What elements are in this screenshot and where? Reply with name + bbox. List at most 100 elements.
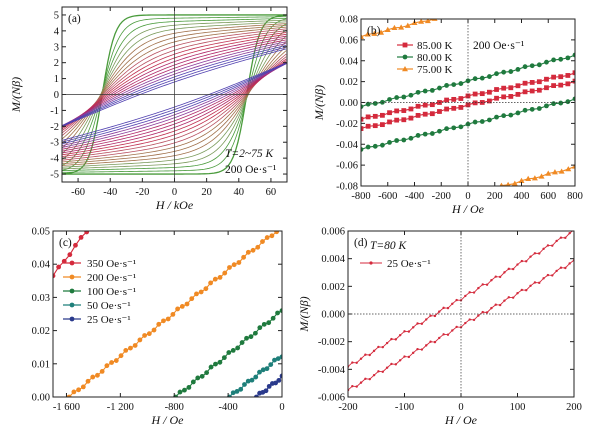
ascending-branch-marker	[531, 175, 538, 181]
descending-branch-marker	[565, 73, 571, 78]
ascending-branch-marker	[507, 296, 511, 299]
branch-marker	[272, 357, 277, 363]
branch-marker	[227, 265, 232, 270]
y-tick-label: -0.002	[318, 337, 345, 348]
descending-branch-marker	[407, 330, 411, 333]
loop-ascending-branch	[62, 63, 287, 143]
ascending-branch-marker	[387, 119, 392, 125]
ascending-branch-marker	[565, 81, 571, 87]
y-tick-label: -4	[50, 154, 59, 165]
x-tick-label: -200	[338, 402, 357, 413]
ascending-branch-marker	[485, 311, 489, 314]
ascending-branch-marker	[387, 140, 392, 145]
panel-label: (c)	[59, 237, 72, 249]
y-tick-label: 4	[54, 26, 60, 37]
loop-descending-branch	[62, 30, 287, 134]
branch-marker	[151, 327, 157, 333]
loop-descending-branch	[62, 46, 287, 127]
loop-ascending-branch	[62, 62, 287, 150]
ascending-branch-marker	[572, 78, 575, 84]
ascending-branch-marker	[542, 277, 545, 280]
legend-marker	[402, 42, 408, 48]
ascending-branch-marker	[433, 340, 437, 344]
ascending-branch-marker	[472, 100, 478, 106]
ascending-branch-marker	[368, 377, 371, 381]
descending-branch-marker	[364, 31, 371, 37]
loop-descending-branch	[62, 44, 287, 127]
loop-descending-branch	[62, 28, 287, 136]
branch-marker	[242, 382, 247, 387]
loop-descending-branch	[62, 14, 287, 175]
descending-branch-marker	[415, 89, 421, 95]
ascending-branch-marker	[558, 100, 564, 106]
ascending-branch-marker	[416, 347, 419, 351]
ascending-branch-marker	[538, 281, 541, 285]
branch-marker	[257, 369, 262, 375]
descending-branch-marker	[418, 19, 425, 24]
ascending-branch-marker	[558, 168, 565, 174]
x-axis-label: H / Oe	[451, 202, 485, 216]
descending-branch-marker	[359, 357, 363, 360]
legend-marker	[402, 54, 408, 60]
branch-marker	[170, 311, 176, 317]
ascending-branch-marker	[377, 370, 380, 373]
descending-branch-marker	[398, 333, 402, 337]
ascending-branch-marker	[572, 96, 575, 102]
branch-marker	[99, 369, 105, 374]
descending-branch-marker	[420, 322, 424, 325]
y-tick-label: -2	[50, 122, 59, 133]
descending-branch-marker	[437, 85, 442, 91]
ascending-branch-marker	[494, 114, 499, 120]
loop-ascending-branch	[62, 63, 287, 148]
x-tick-label: 0	[458, 402, 463, 413]
branch-marker	[245, 378, 251, 384]
branch-marker	[199, 373, 205, 379]
ascending-branch-marker	[429, 340, 432, 343]
y-tick-label: -0.006	[318, 393, 345, 404]
branch-marker	[235, 345, 241, 351]
loop-descending-branch	[62, 35, 287, 129]
ascending-branch-marker	[438, 336, 441, 340]
branch-marker	[195, 375, 201, 381]
ascending-branch-marker	[437, 128, 442, 134]
ascending-branch-marker	[508, 94, 514, 99]
ascending-branch-marker	[564, 266, 567, 270]
ascending-branch-marker	[538, 173, 545, 179]
branch-marker	[222, 270, 228, 276]
branch-marker	[234, 389, 240, 394]
branch-marker	[104, 363, 110, 369]
ascending-branch-marker	[380, 142, 385, 148]
temperature-annotation: T=80 K	[370, 240, 408, 252]
ascending-branch-marker	[451, 105, 457, 111]
ascending-branch-marker	[403, 355, 406, 358]
descending-branch-marker	[408, 92, 414, 98]
x-tick-label: 0	[172, 187, 177, 198]
descending-branch-marker	[529, 80, 535, 85]
series-rate	[173, 308, 282, 397]
branch-marker	[118, 353, 124, 359]
branch-marker	[165, 316, 171, 322]
descending-branch-marker	[368, 353, 371, 357]
descending-branch-marker	[372, 349, 376, 353]
branch-marker	[236, 260, 242, 265]
branch-marker	[279, 354, 282, 360]
x-tick-label: -1 600	[53, 402, 80, 413]
branch-marker	[230, 390, 236, 396]
ascending-branch-marker	[529, 284, 532, 287]
descending-branch-marker	[507, 267, 511, 271]
descending-branch-marker	[444, 83, 449, 88]
ascending-branch-marker	[524, 289, 528, 292]
ascending-branch-marker	[481, 310, 484, 314]
ascending-branch-marker	[372, 123, 378, 129]
descending-branch-marker	[372, 113, 378, 119]
descending-branch-marker	[391, 24, 398, 31]
ascending-branch-marker	[464, 321, 467, 325]
descending-branch-marker	[365, 101, 371, 107]
y-tick-label: 0	[54, 90, 59, 101]
x-tick-label: 800	[567, 191, 583, 202]
panel-d: -200 -100 0 100 200 -0.006 -0.004 -0.002 0.000 0.…	[297, 227, 582, 428]
descending-branch-marker	[364, 353, 367, 356]
ascending-branch-marker	[558, 82, 564, 88]
legend-label: 50 Oe·s⁻¹	[87, 300, 131, 312]
descending-branch-marker	[533, 252, 537, 255]
